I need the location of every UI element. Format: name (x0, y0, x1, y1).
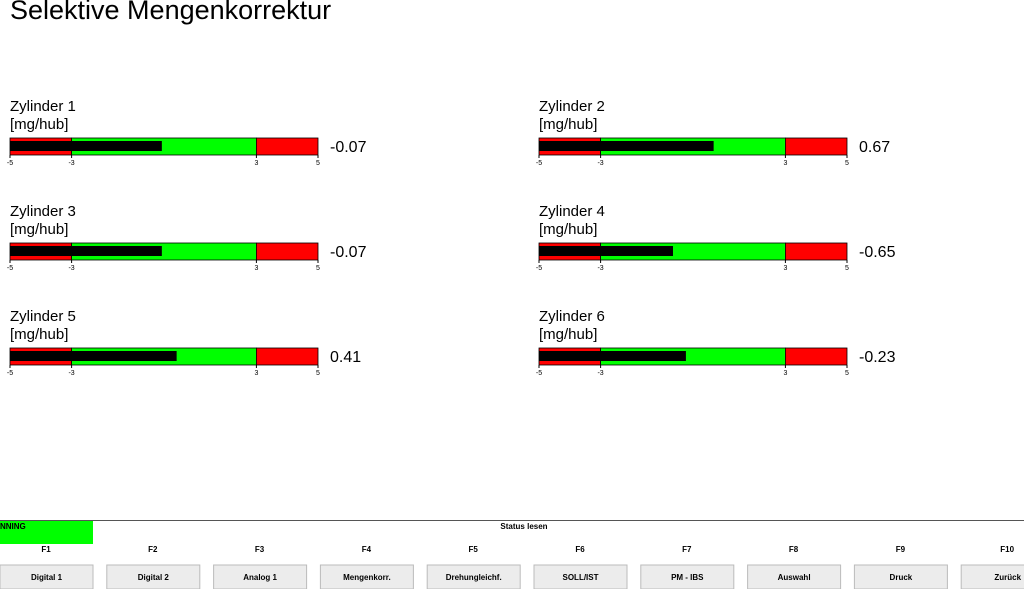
function-key-label: F10 (1000, 545, 1014, 554)
gauge-unit: [mg/hub] (10, 116, 68, 133)
function-button[interactable] (213, 564, 308, 589)
gauge-tick-label: 3 (783, 160, 787, 167)
gauge-zone (255, 137, 319, 156)
gauge-tick-label: 3 (783, 265, 787, 272)
gauge-tick-label: -5 (7, 265, 13, 272)
gauge-tick-label: -5 (536, 370, 542, 377)
function-button[interactable] (426, 564, 521, 589)
status-state: NNING (0, 522, 26, 531)
gauge-tick-label: 5 (845, 265, 849, 272)
gauge-value: 0.41 (330, 349, 361, 366)
function-button-label[interactable]: Drehungleichf. (446, 573, 502, 582)
gauge-bar (539, 141, 714, 151)
gauge-value: -0.65 (859, 244, 896, 261)
gauge-tick-label: -3 (597, 370, 603, 377)
function-button-label[interactable]: Auswahl (778, 573, 811, 582)
gauge-tick-label: 5 (845, 160, 849, 167)
function-key-label: F8 (789, 545, 799, 554)
gauge-zone (785, 242, 848, 261)
gauge-zone (785, 137, 848, 156)
gauge-bar (10, 351, 177, 361)
gauge-zone (785, 347, 848, 366)
function-key-label: F9 (896, 545, 906, 554)
gauge-label: Zylinder 5 (10, 308, 76, 325)
gauge-value: 0.67 (859, 139, 890, 156)
gauge-label: Zylinder 2 (539, 98, 605, 115)
gauge-value: -0.07 (330, 139, 367, 156)
gauge-bar (539, 246, 673, 256)
gauge-label: Zylinder 6 (539, 308, 605, 325)
gauge-bar (10, 246, 162, 256)
gauge-unit: [mg/hub] (539, 116, 597, 133)
function-key-label: F1 (41, 545, 51, 554)
function-key-label: F2 (148, 545, 158, 554)
gauge-tick-label: -5 (7, 160, 13, 167)
gauge-unit: [mg/hub] (539, 221, 597, 238)
gauge-tick-label: 5 (316, 160, 320, 167)
status-label: Status lesen (500, 522, 547, 531)
function-key-label: F5 (469, 545, 479, 554)
gauge-tick-label: 5 (845, 370, 849, 377)
gauge-tick-label: 3 (254, 370, 258, 377)
gauge-tick-label: -5 (536, 160, 542, 167)
gauge-tick-label: -5 (7, 370, 13, 377)
function-key-label: F3 (255, 545, 265, 554)
function-button-label[interactable]: Digital 1 (31, 573, 63, 582)
page-title: Selektive Mengenkorrektur (10, 0, 331, 25)
gauge-tick-label: -3 (68, 160, 74, 167)
function-button[interactable] (640, 564, 735, 589)
gauge-label: Zylinder 1 (10, 98, 76, 115)
gauge-label: Zylinder 3 (10, 203, 76, 220)
gauge-unit: [mg/hub] (10, 221, 68, 238)
gauge-tick-label: -3 (597, 160, 603, 167)
function-button[interactable] (960, 564, 1024, 589)
function-button[interactable] (747, 564, 842, 589)
gauge-bar (539, 351, 686, 361)
status-indicator (0, 521, 93, 544)
function-button-label[interactable]: Analog 1 (243, 573, 277, 582)
function-button[interactable] (319, 564, 414, 589)
function-button-label[interactable]: Zurück (994, 573, 1021, 582)
function-button[interactable] (0, 564, 94, 589)
gauge-tick-label: 3 (254, 265, 258, 272)
gauge-value: -0.23 (859, 349, 896, 366)
gauge-tick-label: -3 (597, 265, 603, 272)
gauge-label: Zylinder 4 (539, 203, 605, 220)
gauge-value: -0.07 (330, 244, 367, 261)
function-button-label[interactable]: Mengenkorr. (343, 573, 391, 582)
gauge-bar (10, 141, 162, 151)
gauge-zone (255, 242, 319, 261)
gauge-unit: [mg/hub] (10, 326, 68, 343)
function-button[interactable] (106, 564, 201, 589)
function-key-label: F4 (362, 545, 372, 554)
function-button[interactable] (853, 564, 948, 589)
function-button-label[interactable]: Druck (890, 573, 913, 582)
function-button-label[interactable]: PM - IBS (671, 573, 704, 582)
gauge-tick-label: 3 (254, 160, 258, 167)
function-button[interactable] (533, 564, 628, 589)
function-button-label[interactable]: Digital 2 (138, 573, 170, 582)
gauge-unit: [mg/hub] (539, 326, 597, 343)
function-button-label[interactable]: SOLL/IST (563, 573, 599, 582)
gauge-tick-label: -3 (68, 265, 74, 272)
function-key-label: F6 (575, 545, 585, 554)
gauge-tick-label: 3 (783, 370, 787, 377)
gauge-tick-label: 5 (316, 370, 320, 377)
gauge-tick-label: -5 (536, 265, 542, 272)
gauge-tick-label: -3 (68, 370, 74, 377)
function-key-label: F7 (682, 545, 692, 554)
gauge-tick-label: 5 (316, 265, 320, 272)
gauge-zone (255, 347, 319, 366)
